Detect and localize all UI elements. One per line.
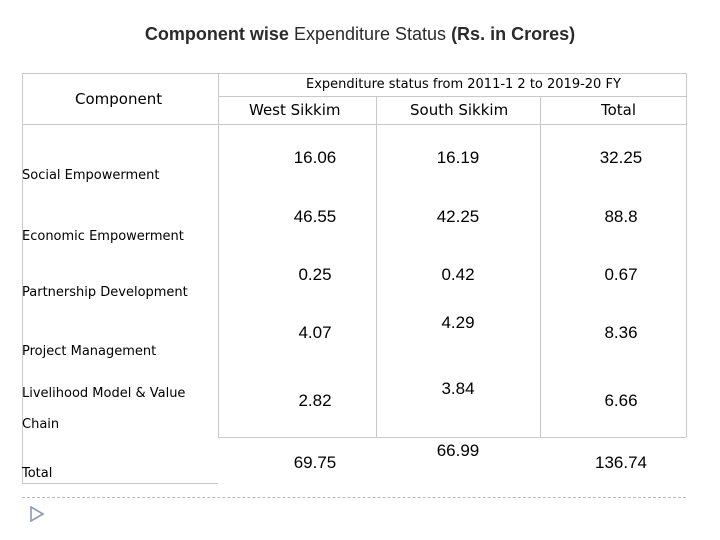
cell-west-economic: 46.55 xyxy=(293,207,337,226)
cell-total-livelihood: 6.66 xyxy=(604,391,638,410)
table-left-border xyxy=(22,73,23,483)
cell-total-partnership: 0.67 xyxy=(604,265,638,284)
cell-west-partnership: 0.25 xyxy=(298,265,332,284)
table-top-border xyxy=(22,73,218,74)
table-top-border-right xyxy=(218,73,686,74)
row-label-social: Social Empowerment xyxy=(22,168,160,183)
row-label-total: Total xyxy=(22,466,53,481)
cell-west-social: 16.06 xyxy=(293,148,337,167)
title-part-2: Expenditure Status xyxy=(293,24,447,44)
bullet-arrow-icon xyxy=(30,506,44,522)
cell-south-total: 66.99 xyxy=(436,441,480,460)
group-header: Expenditure status from 2011-1 2 to 2019… xyxy=(306,77,621,92)
group-divider xyxy=(218,96,686,97)
col1-divider xyxy=(376,96,377,437)
component-column-divider xyxy=(218,73,219,437)
total-row-divider xyxy=(218,437,686,438)
cell-south-project: 4.29 xyxy=(441,313,475,332)
slide-title: Component wise Expenditure Status (Rs. i… xyxy=(0,24,720,45)
row-label-livelihood: Livelihood Model & Value xyxy=(22,386,186,401)
row-label-livelihood-cont: Chain xyxy=(22,417,60,432)
table-bottom-border xyxy=(22,483,218,484)
col-total-header: Total xyxy=(601,101,637,119)
title-part-3: (Rs. in Crores) xyxy=(451,24,576,44)
cell-total-total: 136.74 xyxy=(595,453,647,472)
col2-divider xyxy=(540,96,541,437)
cell-total-project: 8.36 xyxy=(604,323,638,342)
table-right-border xyxy=(686,73,687,437)
col-west-header: West Sikkim xyxy=(249,101,341,119)
col-south-header: South Sikkim xyxy=(410,101,509,119)
footer-dashed-divider xyxy=(22,497,686,498)
title-part-1: Component wise xyxy=(144,24,289,44)
cell-total-social: 32.25 xyxy=(599,148,643,167)
header-divider xyxy=(22,124,686,125)
cell-west-project: 4.07 xyxy=(298,323,332,342)
row-label-partnership: Partnership Development xyxy=(22,285,188,300)
row-label-economic: Economic Empowerment xyxy=(22,229,184,244)
cell-south-partnership: 0.42 xyxy=(441,265,475,284)
cell-south-livelihood: 3.84 xyxy=(441,379,475,398)
cell-west-livelihood: 2.82 xyxy=(298,391,332,410)
cell-south-social: 16.19 xyxy=(436,148,480,167)
cell-south-economic: 42.25 xyxy=(436,207,480,226)
cell-west-total: 69.75 xyxy=(293,453,337,472)
row-label-project: Project Management xyxy=(22,344,157,359)
cell-total-economic: 88.8 xyxy=(604,207,638,226)
component-header: Component xyxy=(75,90,163,108)
